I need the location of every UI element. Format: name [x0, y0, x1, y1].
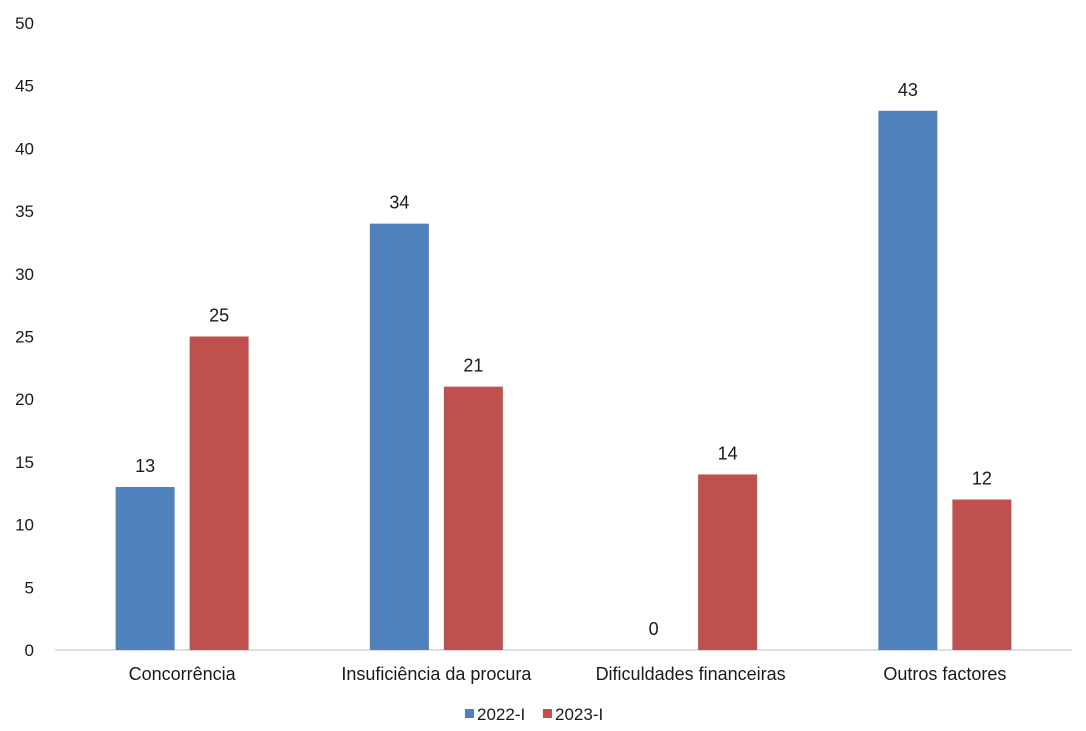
- y-tick-label: 15: [15, 453, 34, 472]
- bar-series-2: [952, 500, 1011, 650]
- category-label: Concorrência: [129, 664, 237, 684]
- data-labels: 13 25 34 21 0 14 43 12: [135, 80, 992, 639]
- y-tick-label: 30: [15, 265, 34, 284]
- data-label: 43: [898, 80, 918, 100]
- legend-label: 2023-I: [555, 705, 603, 724]
- legend-swatch: [465, 709, 474, 718]
- y-tick-label: 20: [15, 390, 34, 409]
- category-label: Dificuldades financeiras: [596, 664, 786, 684]
- legend: 2022-I 2023-I: [465, 705, 603, 724]
- bar-series-2: [698, 474, 757, 650]
- data-label: 13: [135, 456, 155, 476]
- y-tick-label: 5: [25, 578, 34, 597]
- bar-series-1: [116, 487, 175, 650]
- data-label: 0: [649, 619, 659, 639]
- bar-series-1: [370, 224, 429, 650]
- legend-swatch: [543, 709, 552, 718]
- y-tick-label: 40: [15, 139, 34, 158]
- y-tick-label: 45: [15, 77, 34, 96]
- bar-series-2: [190, 337, 249, 651]
- y-tick-label: 0: [25, 641, 34, 660]
- y-axis: 0 5 10 15 20 25 30 35 40 45 50: [15, 14, 34, 660]
- category-label: Outros factores: [883, 664, 1006, 684]
- legend-label: 2022-I: [477, 705, 525, 724]
- y-tick-label: 25: [15, 328, 34, 347]
- y-tick-label: 10: [15, 516, 34, 535]
- data-label: 25: [209, 306, 229, 326]
- data-label: 34: [389, 193, 409, 213]
- bar-series-2: [444, 387, 503, 650]
- data-label: 21: [463, 356, 483, 376]
- bars: [116, 111, 1012, 650]
- y-tick-label: 35: [15, 202, 34, 221]
- bar-series-1: [878, 111, 937, 650]
- data-label: 12: [972, 469, 992, 489]
- y-tick-label: 50: [15, 14, 34, 33]
- category-label: Insuficiência da procura: [341, 664, 532, 684]
- category-labels: Concorrência Insuficiência da procura Difi…: [129, 664, 1007, 684]
- data-label: 14: [718, 443, 738, 463]
